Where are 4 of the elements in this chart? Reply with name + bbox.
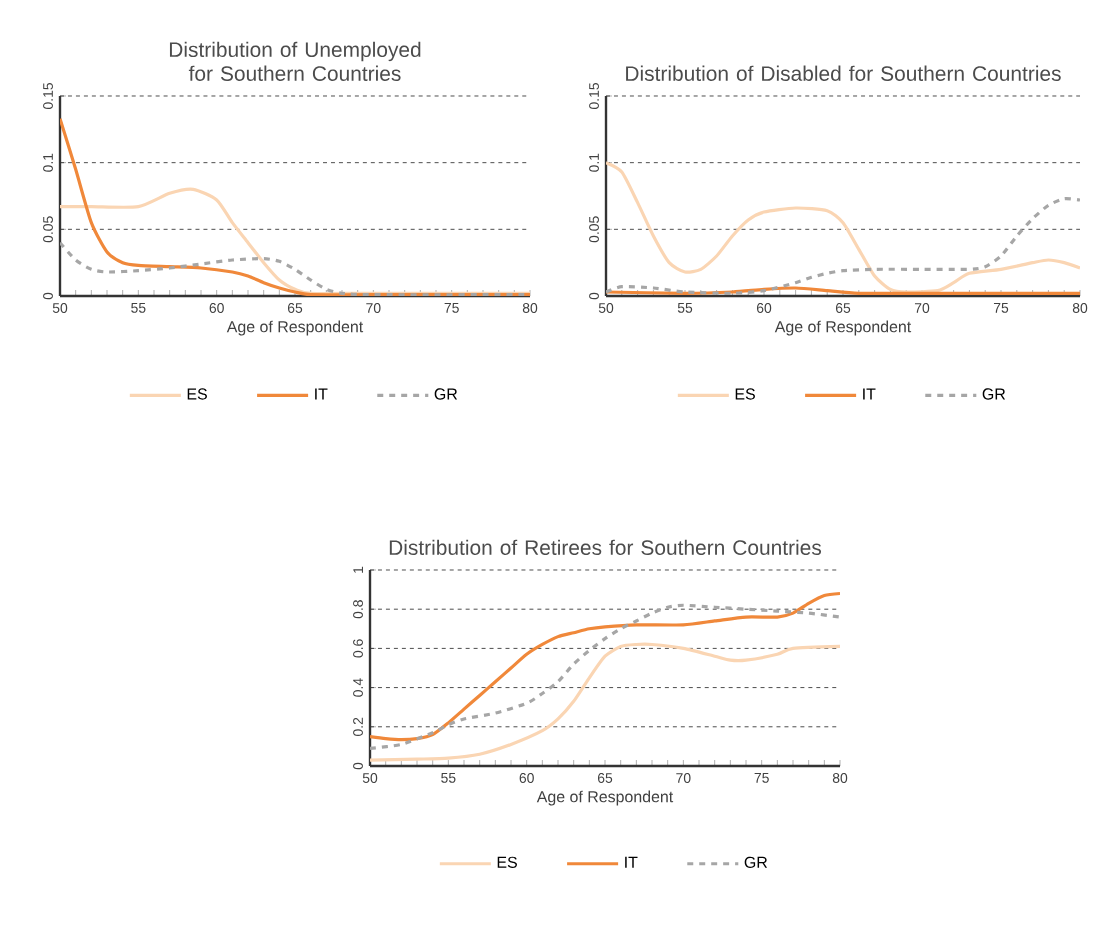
chart-title: Distribution of Retirees for Southern Countries	[389, 539, 822, 555]
chart-title: Distribution of Disabled for Southern Countries	[626, 65, 1061, 81]
chart-title: Distribution of Unemployed for Southern Countries	[169, 41, 421, 81]
line-series	[370, 642, 841, 762]
